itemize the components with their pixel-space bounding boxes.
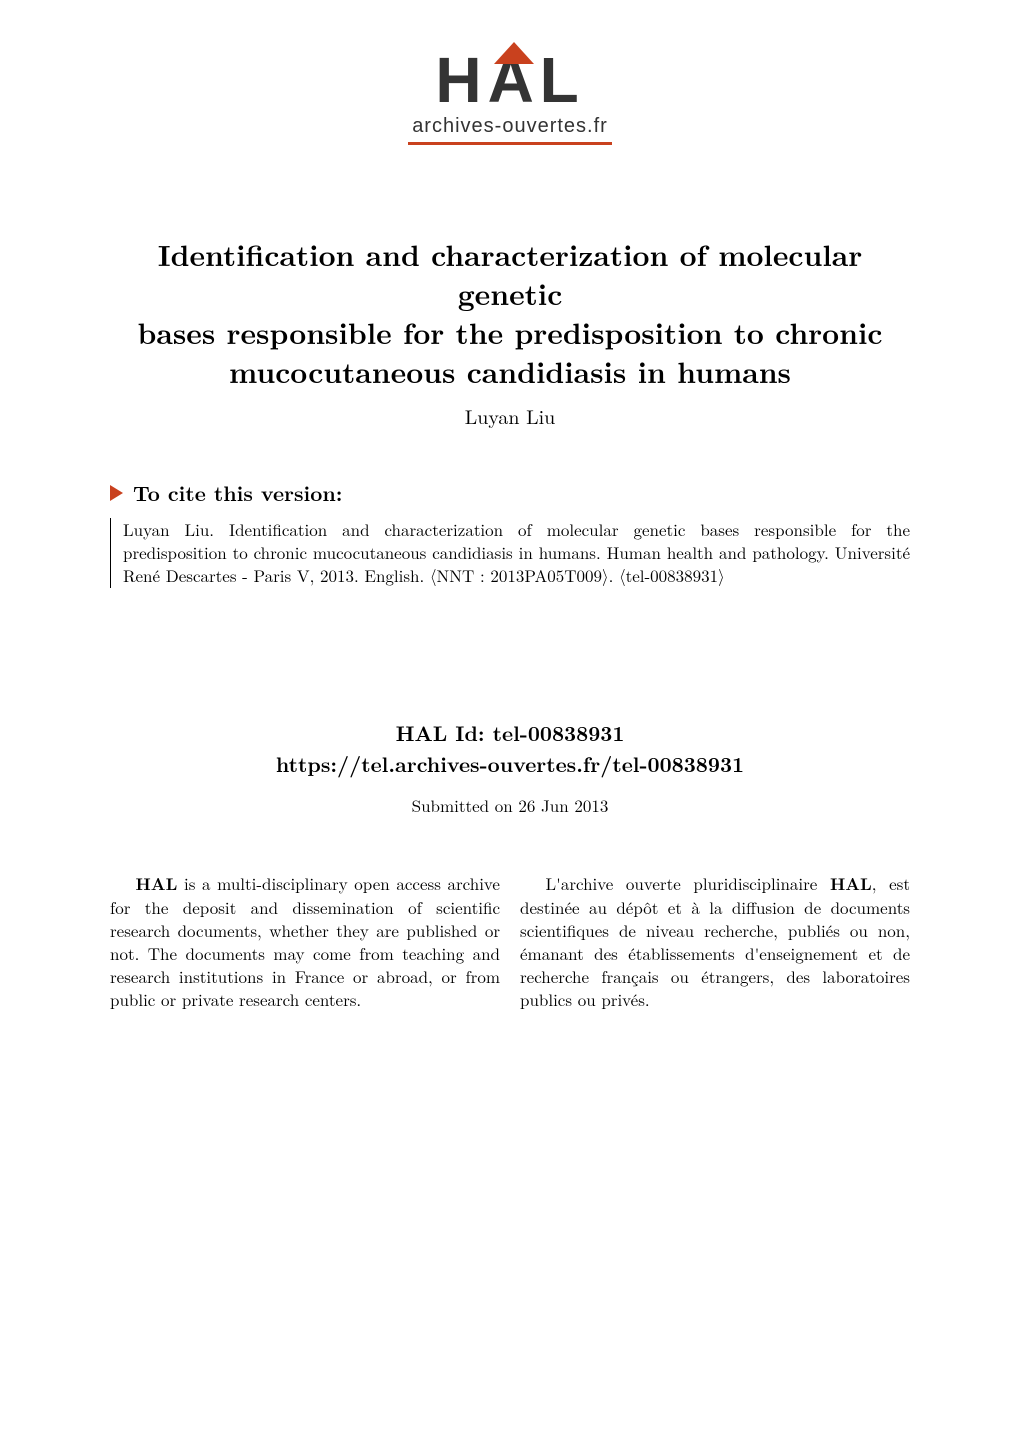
hal-logo-subtitle: archives-ouvertes.fr [408, 113, 612, 145]
right-before-bold: L'archive ouverte pluridisciplinaire [546, 871, 830, 895]
title-block: Identification and characterization of m… [110, 235, 910, 430]
right-column: L'archive ouverte pluridisciplinaire HAL… [520, 872, 910, 1012]
paper-title: Identification and characterization of m… [110, 235, 910, 391]
hal-id-label: HAL Id: tel-00838931 [110, 718, 910, 750]
hal-logo-letters: HAL [408, 50, 612, 111]
cite-heading: To cite this version: [110, 478, 910, 508]
hal-letter-h: H [435, 44, 487, 116]
title-line-2: bases responsible for the predisposition… [138, 311, 883, 353]
description-columns: HAL is a multi-disciplinary open access … [110, 872, 910, 1012]
cite-body: Luyan Liu. Identification and characteri… [110, 518, 910, 588]
triangle-icon [110, 485, 123, 501]
left-column: HAL is a multi-disciplinary open access … [110, 872, 500, 1012]
hal-logo: HAL archives-ouvertes.fr [110, 50, 910, 145]
title-line-1: Identification and characterization of m… [158, 233, 862, 314]
right-bold: HAL [830, 872, 872, 896]
left-bold-lead: HAL [136, 872, 178, 896]
hal-id-url: https://tel.archives-ouvertes.fr/tel-008… [110, 749, 910, 781]
hal-id-block: HAL Id: tel-00838931 https://tel.archive… [110, 718, 910, 817]
hal-letter-l: L [540, 44, 585, 116]
hal-letter-a: A [488, 50, 540, 111]
hal-logo-box: HAL archives-ouvertes.fr [408, 50, 612, 145]
author-name: Luyan Liu [110, 401, 910, 430]
submitted-date: Submitted on 26 Jun 2013 [110, 793, 910, 817]
cite-heading-text: To cite this version: [133, 478, 342, 508]
title-line-3: mucocutaneous candidiasis in humans [229, 350, 791, 392]
